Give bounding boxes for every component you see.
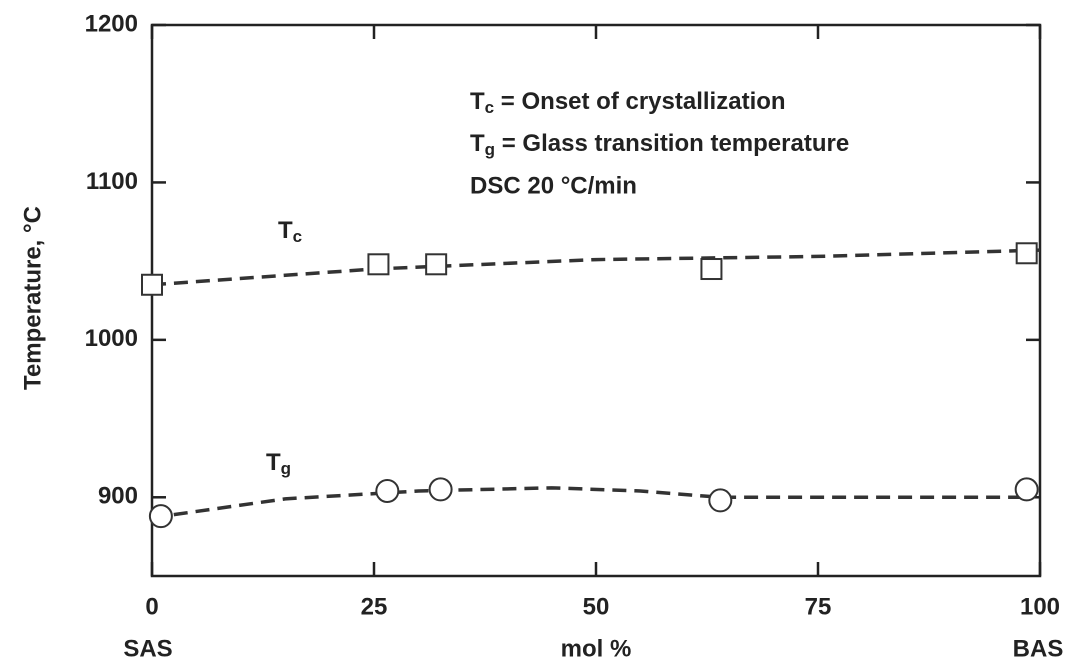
y-tick-label: 900	[98, 483, 138, 510]
x-tick-label: 0	[145, 593, 158, 620]
x-tick-label: 25	[361, 593, 388, 620]
fit-line	[151, 486, 1023, 520]
series-label: Tc	[278, 217, 302, 246]
x-end-label: SAS	[123, 635, 172, 662]
data-point	[148, 504, 173, 529]
annotation: Tc = Onset of crystallization	[470, 88, 786, 117]
x-tick-label: 75	[805, 593, 832, 620]
data-point	[367, 253, 390, 276]
y-tick-label: 1200	[85, 10, 138, 37]
y-axis-label: Temperature, °C	[19, 206, 46, 390]
annotation: DSC 20 °C/min	[470, 172, 637, 199]
x-end-label: BAS	[1013, 635, 1064, 662]
x-tick-label: 50	[583, 593, 610, 620]
data-point	[375, 478, 400, 503]
x-tick-label: 100	[1020, 593, 1060, 620]
data-point	[141, 273, 163, 296]
fit-line	[151, 248, 1041, 287]
x-axis-label: mol %	[561, 635, 632, 662]
data-point	[428, 477, 453, 502]
data-point	[1014, 477, 1039, 502]
annotation: Tg = Glass transition temperature	[470, 130, 849, 159]
series-label: Tg	[266, 449, 291, 478]
data-point	[708, 488, 733, 513]
y-tick-label: 1100	[86, 168, 138, 195]
data-point	[1015, 242, 1038, 265]
data-point	[700, 258, 723, 281]
y-tick-label: 1000	[85, 325, 138, 352]
data-point	[425, 253, 448, 276]
